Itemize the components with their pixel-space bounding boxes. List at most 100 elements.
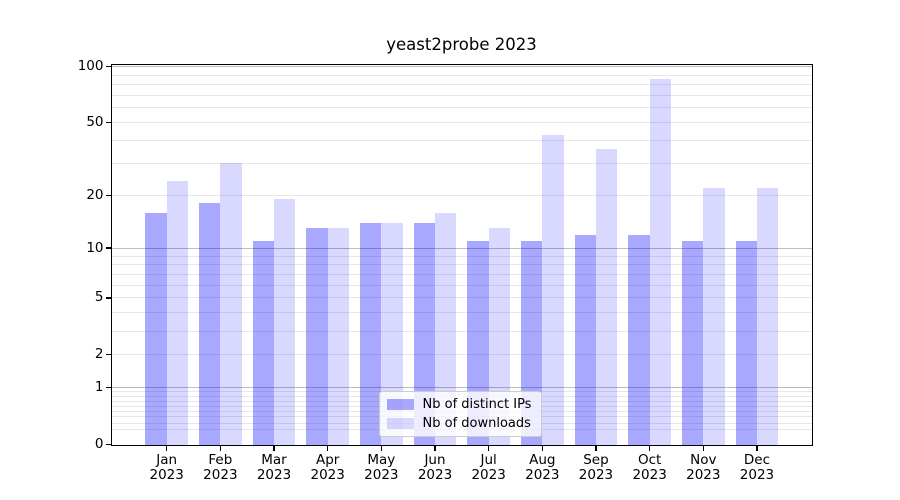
bar-ips-sep <box>574 234 596 445</box>
bar-ips-jan <box>145 212 167 445</box>
gridline-minor <box>111 264 812 266</box>
x-tick-year-dec: 2023 <box>739 467 775 483</box>
x-tick-label-apr: Apr 2023 <box>300 452 356 484</box>
x-tick-oct <box>648 445 651 451</box>
gridline-minor <box>111 297 812 299</box>
x-tick-jun <box>434 445 436 451</box>
gridline-minor <box>111 330 812 332</box>
x-tick-dec <box>756 445 758 451</box>
bar-downloads-jun <box>435 212 457 445</box>
y-tick-5 <box>105 297 111 299</box>
x-tick-jan <box>166 445 168 451</box>
x-tick-year-aug: 2023 <box>525 467 560 483</box>
bar-downloads-mar <box>274 199 296 445</box>
bar-ips-nov <box>681 241 704 445</box>
y-tick-label-1: 1 <box>94 379 104 396</box>
legend-label-downloads: Nb of downloads <box>422 416 531 431</box>
y-tick-label-2: 2 <box>94 346 104 363</box>
bar-downloads-nov <box>703 187 725 445</box>
x-tick-mar <box>273 445 275 451</box>
gridline-minor <box>111 122 812 124</box>
x-tick-year-feb: 2023 <box>203 467 238 483</box>
y-tick-2 <box>105 353 111 356</box>
x-tick-year-nov: 2023 <box>686 467 721 483</box>
x-tick-apr <box>326 445 329 451</box>
y-tick-label-20: 20 <box>86 186 104 203</box>
x-tick-label-may: May 2023 <box>353 452 409 484</box>
plot-canvas <box>111 65 812 445</box>
x-tick-label-dec: Dec 2023 <box>729 452 785 484</box>
y-tick-50 <box>105 121 111 124</box>
x-tick-jul <box>487 445 490 451</box>
legend-label-distinct-ips: Nb of distinct IPs <box>422 397 532 412</box>
gridline-minor <box>111 273 812 275</box>
chart-title: yeast2probe 2023 <box>386 35 537 54</box>
x-tick-year-oct: 2023 <box>632 467 667 483</box>
legend-swatch-distinct-ips <box>386 399 414 410</box>
y-tick-1 <box>105 387 111 389</box>
gridline-minor <box>111 162 812 164</box>
x-tick-label-feb: Feb 2023 <box>192 452 248 484</box>
bar-ips-mar <box>252 241 274 445</box>
x-tick-feb <box>219 445 222 451</box>
x-tick-year-jul: 2023 <box>471 467 506 483</box>
gridline-minor <box>111 312 812 314</box>
x-tick-sep <box>595 445 597 451</box>
x-tick-label-sep: Sep 2023 <box>568 452 624 484</box>
gridline-minor <box>111 284 812 286</box>
gridline-minor <box>111 74 812 76</box>
bar-downloads-feb <box>220 163 242 445</box>
bar-downloads-sep <box>595 148 618 445</box>
y-tick-label-0: 0 <box>94 436 104 452</box>
y-tick-20 <box>105 194 111 196</box>
x-tick-aug <box>541 445 543 451</box>
bar-ips-dec <box>735 241 757 445</box>
x-tick-nov <box>702 445 704 451</box>
y-tick-10 <box>105 247 111 249</box>
bar-downloads-oct <box>649 78 672 445</box>
gridline-major <box>111 66 812 68</box>
x-tick-label-aug: Aug 2023 <box>514 452 570 484</box>
bar-downloads-dec <box>756 187 779 445</box>
bar-ips-oct <box>628 234 650 445</box>
bar-ips-jun <box>413 222 435 445</box>
legend-swatch-downloads <box>386 418 414 429</box>
gridline-minor <box>111 139 812 141</box>
x-tick-year-sep: 2023 <box>578 467 614 483</box>
gridline-major <box>111 247 812 249</box>
x-tick-label-jul: Jul 2023 <box>461 452 517 484</box>
gridline-minor <box>111 95 812 97</box>
gridline-minor <box>111 107 812 109</box>
bar-downloads-apr <box>327 228 350 445</box>
bar-downloads-aug <box>542 134 564 445</box>
y-tick-0 <box>105 443 111 446</box>
y-tick-100 <box>105 65 111 68</box>
x-tick-label-nov: Nov 2023 <box>675 452 731 484</box>
x-tick-label-mar: Mar 2023 <box>246 452 302 484</box>
plot-area: Nb of distinct IPs Nb of downloads 0 1 2 5 1… <box>78 59 813 483</box>
bar-downloads-jan <box>166 181 189 445</box>
x-tick-year-jun: 2023 <box>417 467 453 483</box>
x-tick-label-jan: Jan 2023 <box>139 452 195 484</box>
gridline-minor <box>111 255 812 257</box>
x-tick-label-oct: Oct 2023 <box>622 452 678 484</box>
x-tick-may <box>380 445 383 451</box>
bar-ips-apr <box>306 228 328 445</box>
legend-entry-downloads: Nb of downloads <box>386 416 532 431</box>
bar-downloads-jul <box>488 228 511 445</box>
gridline-minor <box>111 84 812 86</box>
gridline-minor <box>111 354 812 356</box>
x-tick-year-may: 2023 <box>364 467 399 483</box>
y-tick-label-5: 5 <box>94 289 104 306</box>
x-tick-year-mar: 2023 <box>256 467 292 483</box>
y-tick-label-100: 100 <box>77 58 104 75</box>
y-tick-label-10: 10 <box>86 239 104 256</box>
legend: Nb of distinct IPs Nb of downloads <box>378 391 543 437</box>
x-tick-year-apr: 2023 <box>310 467 345 483</box>
bar-downloads-may <box>381 222 403 445</box>
x-tick-label-jun: Jun 2023 <box>407 452 463 484</box>
y-tick-label-50: 50 <box>86 114 104 131</box>
x-tick-year-jan: 2023 <box>149 467 184 483</box>
bar-ips-may <box>359 222 382 445</box>
